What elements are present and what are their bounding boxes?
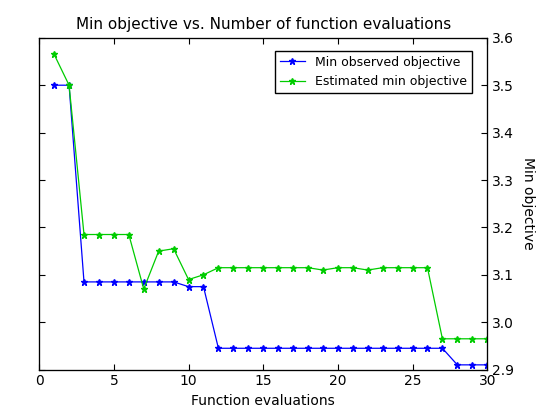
Estimated min objective — [365, 268, 371, 273]
Min observed objective — [185, 284, 192, 289]
Min observed objective — [141, 279, 147, 284]
Estimated min objective — [409, 265, 416, 270]
Estimated min objective — [185, 277, 192, 282]
Min observed objective — [215, 346, 222, 351]
Estimated min objective — [275, 265, 282, 270]
Min observed objective — [51, 83, 58, 88]
Y-axis label: Min objective: Min objective — [521, 158, 535, 250]
Min observed objective — [454, 362, 461, 368]
Min observed objective — [155, 279, 162, 284]
Estimated min objective — [200, 272, 207, 277]
Estimated min objective — [260, 265, 267, 270]
Min observed objective — [305, 346, 311, 351]
Title: Min objective vs. Number of function evaluations: Min objective vs. Number of function eva… — [76, 18, 451, 32]
Estimated min objective — [141, 286, 147, 291]
Estimated min objective — [439, 336, 446, 341]
Estimated min objective — [155, 249, 162, 254]
Min observed objective — [275, 346, 282, 351]
Line: Estimated min objective: Estimated min objective — [50, 51, 491, 342]
Estimated min objective — [379, 265, 386, 270]
Min observed objective — [469, 362, 475, 368]
Estimated min objective — [320, 268, 326, 273]
Min observed objective — [320, 346, 326, 351]
Min observed objective — [170, 279, 177, 284]
Estimated min objective — [170, 246, 177, 251]
Estimated min objective — [290, 265, 296, 270]
Estimated min objective — [51, 52, 58, 57]
Estimated min objective — [334, 265, 341, 270]
Min observed objective — [379, 346, 386, 351]
Line: Min observed objective: Min observed objective — [50, 82, 491, 368]
Min observed objective — [424, 346, 431, 351]
Estimated min objective — [469, 336, 475, 341]
Min observed objective — [66, 83, 72, 88]
Estimated min objective — [454, 336, 461, 341]
Min observed objective — [245, 346, 251, 351]
Estimated min objective — [66, 83, 72, 88]
Min observed objective — [394, 346, 401, 351]
Estimated min objective — [484, 336, 491, 341]
Legend: Min observed objective, Estimated min objective: Min observed objective, Estimated min ob… — [275, 51, 472, 93]
Min observed objective — [484, 362, 491, 368]
Estimated min objective — [125, 232, 132, 237]
Min observed objective — [349, 346, 356, 351]
Min observed objective — [409, 346, 416, 351]
Min observed objective — [125, 279, 132, 284]
Min observed objective — [200, 284, 207, 289]
Min observed objective — [334, 346, 341, 351]
Estimated min objective — [424, 265, 431, 270]
Estimated min objective — [96, 232, 102, 237]
Min observed objective — [439, 346, 446, 351]
Min observed objective — [290, 346, 296, 351]
Estimated min objective — [394, 265, 401, 270]
Min observed objective — [230, 346, 237, 351]
Min observed objective — [81, 279, 87, 284]
Estimated min objective — [245, 265, 251, 270]
Estimated min objective — [305, 265, 311, 270]
Estimated min objective — [215, 265, 222, 270]
Min observed objective — [96, 279, 102, 284]
Estimated min objective — [110, 232, 117, 237]
X-axis label: Function evaluations: Function evaluations — [192, 394, 335, 408]
Min observed objective — [110, 279, 117, 284]
Min observed objective — [365, 346, 371, 351]
Min observed objective — [260, 346, 267, 351]
Estimated min objective — [349, 265, 356, 270]
Estimated min objective — [230, 265, 237, 270]
Estimated min objective — [81, 232, 87, 237]
